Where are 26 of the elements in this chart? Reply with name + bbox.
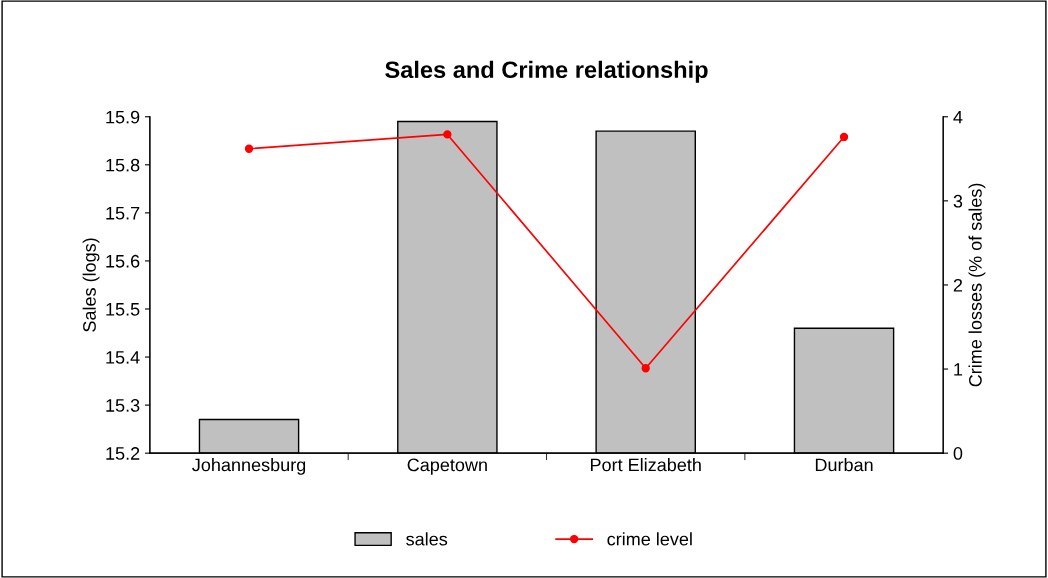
y2-tick-label: 4 [953,110,963,124]
chart-title: Sales and Crime relationship [385,60,708,83]
point [244,144,254,153]
x-tick-label: Port Elizabeth [590,458,701,472]
x-tick-label: Johannesburg [192,458,306,475]
point [839,132,849,142]
y-tick-label: 15.5 [106,303,140,316]
point [641,364,650,373]
y-tick-label: 15.2 [106,447,140,460]
legend-label: sales [406,532,448,546]
y2-tick-label: 3 [953,194,963,208]
y2-axis-title: Crime losses (% of sales) [968,183,986,387]
y-tick-label: 15.7 [106,206,140,220]
y-tick-label: 15.8 [106,158,140,172]
x-tick-label: Capetown [407,458,487,475]
legend-label: crime level [607,532,692,546]
y-tick-label: 15.6 [106,254,140,268]
x-tick-label: Durban [815,458,873,472]
y-tick-label: 15.4 [106,351,140,364]
y2-tick-label: 0 [953,447,963,460]
point [443,130,452,139]
y-tick-label: 15.9 [106,110,140,124]
y2-tick-label: 2 [953,278,963,292]
y2-tick-label: 1 [954,363,963,376]
y-tick-label: 15.3 [106,399,140,412]
y-axis-title: Sales (logs) [82,238,100,332]
